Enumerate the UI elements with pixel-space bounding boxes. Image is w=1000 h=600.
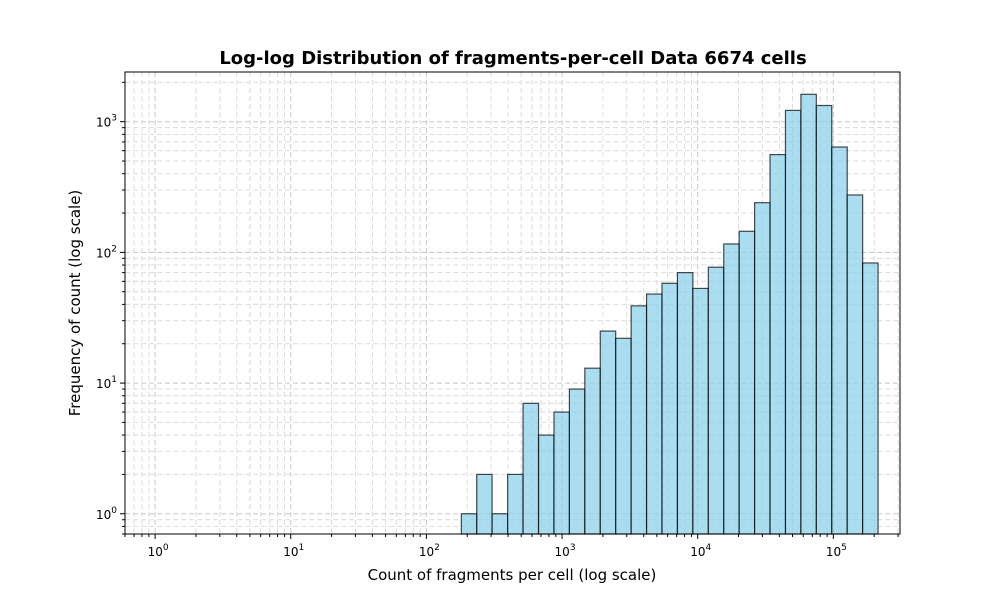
histogram-bar	[723, 243, 740, 535]
histogram-bar	[476, 473, 493, 535]
x-tick-label: 100	[148, 543, 169, 559]
x-tick-label: 104	[690, 543, 711, 559]
x-tick-label: 102	[419, 543, 440, 559]
histogram-bar	[846, 194, 864, 535]
histogram-bar	[522, 402, 540, 535]
histogram-bar	[645, 293, 663, 535]
y-tick-label: 102	[96, 244, 117, 260]
histogram-bar	[630, 305, 648, 535]
histogram-bar	[692, 287, 709, 535]
histogram-bar	[800, 93, 817, 535]
histogram-bar	[784, 109, 802, 535]
x-tick-label: 105	[826, 543, 847, 559]
x-tick-label: 103	[555, 543, 576, 559]
y-tick-label: 103	[96, 114, 117, 130]
histogram-bar	[815, 104, 833, 535]
histogram-bar	[831, 146, 848, 535]
y-axis-label: Frequency of count (log scale)	[66, 190, 84, 417]
histogram-bar	[738, 230, 756, 535]
chart-title: Log-log Distribution of fragments-per-ce…	[219, 48, 806, 69]
x-axis-label: Count of fragments per cell (log scale)	[368, 566, 657, 584]
histogram-bar	[676, 272, 694, 535]
histogram-bar	[769, 153, 787, 535]
histogram-bar	[568, 388, 586, 535]
y-tick-label: 100	[96, 506, 117, 522]
histogram-bar	[754, 202, 771, 535]
histogram-bar	[599, 330, 617, 535]
histogram-bar	[507, 473, 524, 535]
histogram-bar	[862, 262, 879, 535]
histogram-bar	[553, 411, 571, 535]
histogram-bar	[661, 282, 679, 535]
histogram-bar	[707, 266, 725, 535]
x-tick-label: 101	[283, 543, 304, 559]
histogram-bar	[584, 367, 601, 535]
histogram-bar	[491, 513, 509, 535]
histogram-bar	[537, 434, 555, 535]
histogram-bar	[615, 337, 632, 535]
bars	[460, 93, 879, 535]
histogram-bar	[460, 513, 478, 535]
plot-frame	[124, 71, 901, 535]
y-tick-label: 101	[96, 375, 117, 391]
ticks: 100 101 102 103 104 105 100 101 102 103	[96, 81, 899, 559]
